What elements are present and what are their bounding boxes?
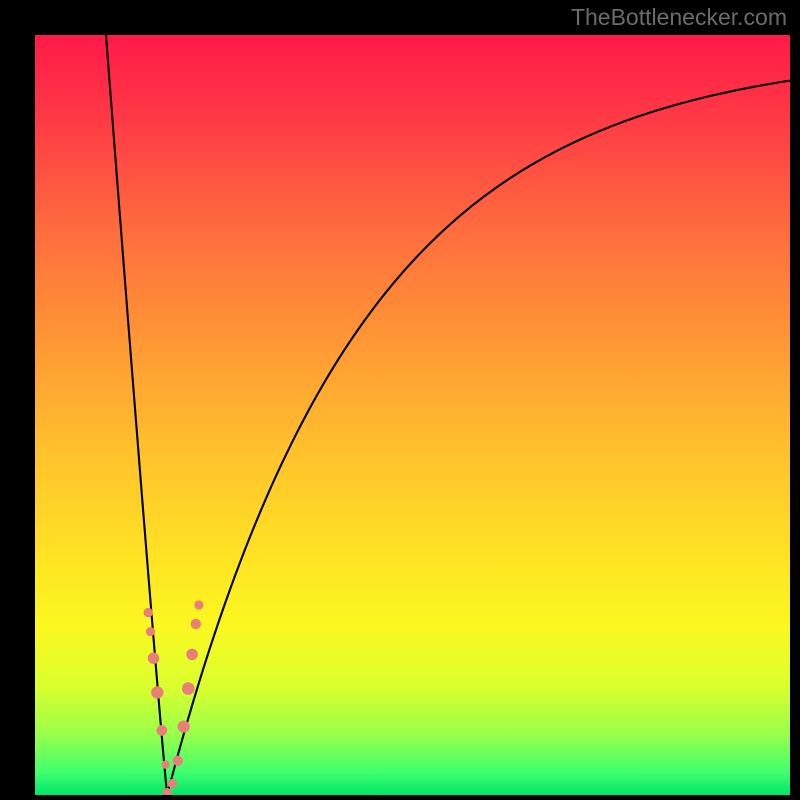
data-marker [186, 649, 198, 661]
data-marker [156, 725, 167, 736]
bottleneck-chart: TheBottlenecker.com [0, 0, 800, 800]
data-marker [182, 682, 195, 695]
data-marker [151, 686, 163, 698]
chart-plot-background [35, 35, 790, 795]
data-marker [168, 779, 177, 788]
data-marker [161, 760, 169, 768]
data-marker [146, 627, 155, 636]
chart-container: TheBottlenecker.com [0, 0, 800, 800]
watermark-text: TheBottlenecker.com [571, 4, 787, 30]
data-marker [144, 608, 153, 617]
data-marker [191, 619, 201, 629]
data-marker [172, 756, 182, 766]
data-marker [178, 721, 190, 733]
data-marker [148, 652, 160, 664]
data-marker [194, 600, 203, 609]
